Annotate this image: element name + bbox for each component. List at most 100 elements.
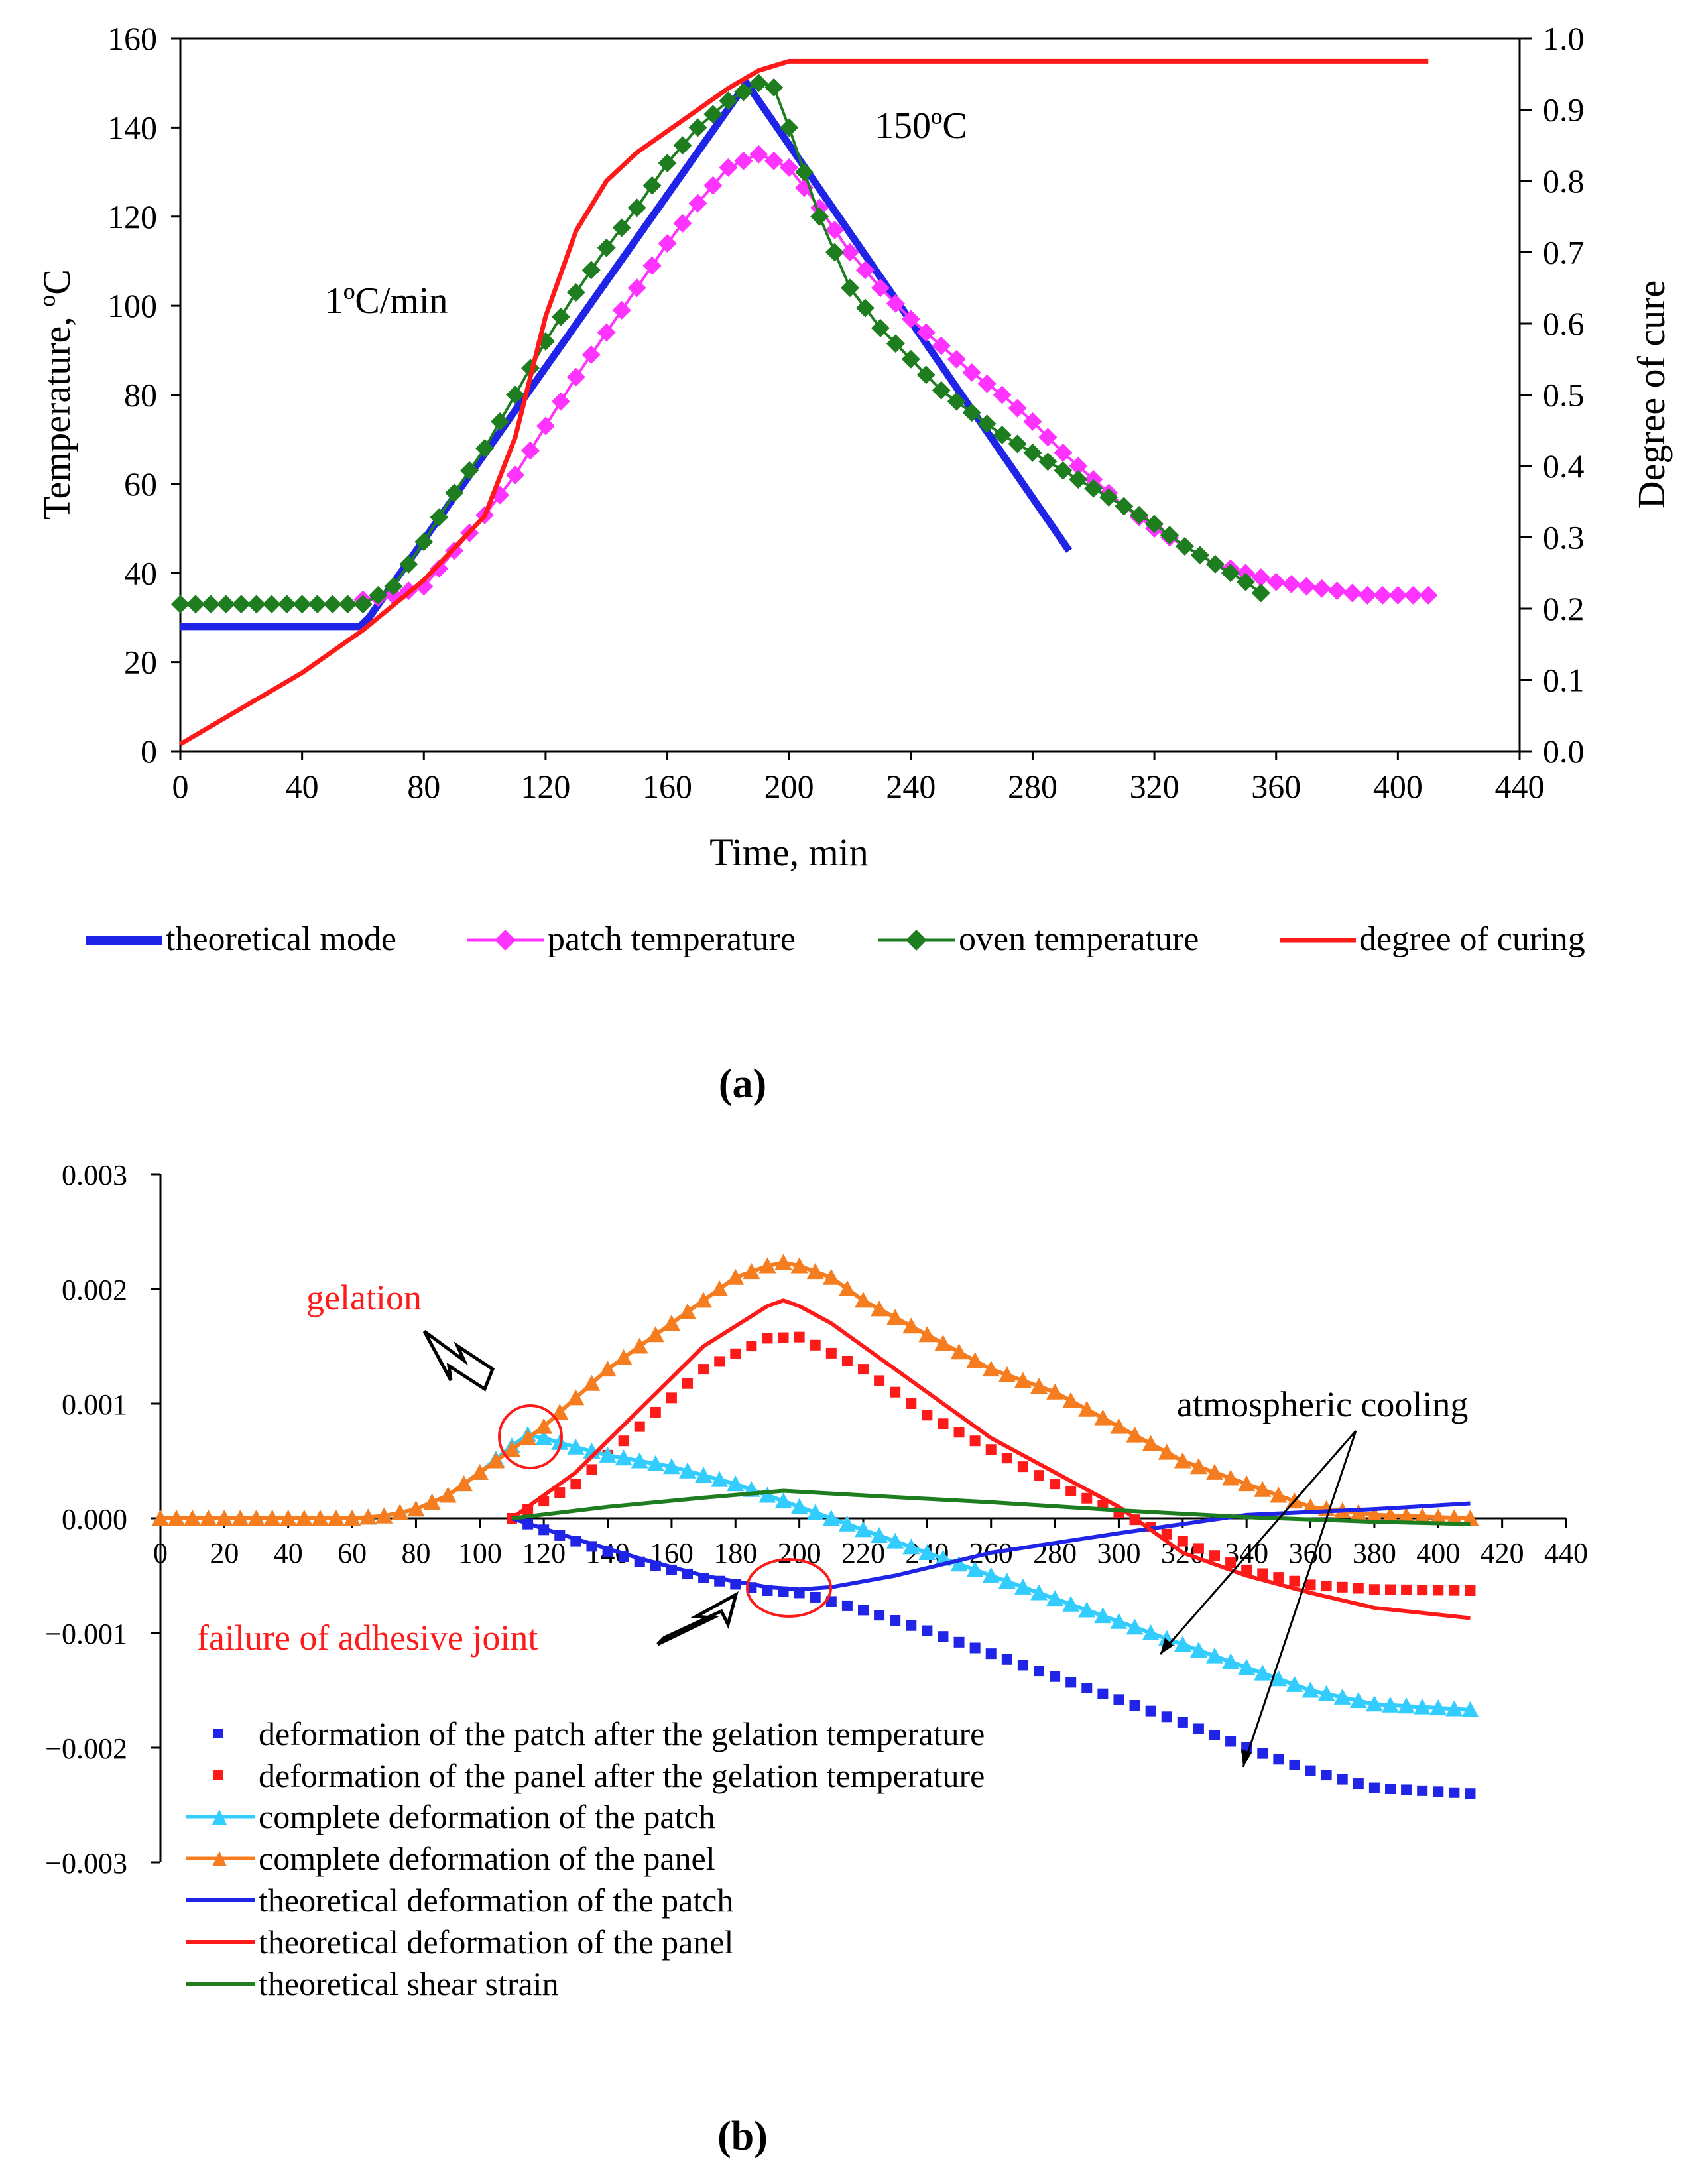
point-deformation-of-the-patch-after-the-gelation-temperature bbox=[1065, 1677, 1077, 1688]
point-deformation-of-the-patch-after-the-gelation-temperature bbox=[1257, 1748, 1268, 1759]
point-patch-temperature bbox=[612, 300, 631, 320]
cooling-pointer-2 bbox=[1242, 1430, 1357, 1768]
point-complete-deformation-of-the-patch bbox=[1078, 1601, 1096, 1618]
point-deformation-of-the-panel-after-the-gelation-temperature bbox=[1337, 1581, 1348, 1593]
point-deformation-of-the-panel-after-the-gelation-temperature bbox=[1385, 1584, 1396, 1595]
point-complete-deformation-of-the-panel bbox=[423, 1493, 441, 1510]
point-deformation-of-the-patch-after-the-gelation-temperature bbox=[1113, 1694, 1124, 1705]
point-deformation-of-the-patch-after-the-gelation-temperature bbox=[1050, 1671, 1061, 1682]
chart-b-legend: deformation of the patch after the gelat… bbox=[186, 1715, 985, 2002]
series-oven-temperature bbox=[180, 82, 1265, 606]
chart-b-series bbox=[152, 1254, 1479, 1799]
point-deformation-of-the-patch-after-the-gelation-temperature bbox=[1289, 1759, 1300, 1770]
point-deformation-of-the-patch-after-the-gelation-temperature bbox=[922, 1625, 933, 1636]
chart-b-annotation-atmospheric-cooling: atmospheric cooling bbox=[1177, 1384, 1468, 1424]
point-patch-temperature bbox=[825, 220, 845, 239]
point-complete-deformation-of-the-panel bbox=[1142, 1435, 1160, 1451]
point-deformation-of-the-panel-after-the-gelation-temperature bbox=[969, 1435, 981, 1447]
point-oven-temperature bbox=[369, 585, 388, 605]
series-theoretical-deformation-of-the-panel bbox=[511, 1298, 1471, 1620]
point-patch-temperature bbox=[749, 145, 768, 164]
point-complete-deformation-of-the-panel bbox=[1398, 1507, 1416, 1524]
point-patch-temperature bbox=[1008, 398, 1027, 418]
point-complete-deformation-of-the-panel bbox=[567, 1389, 585, 1406]
b-ytick-label: −0.002 bbox=[45, 1732, 127, 1765]
point-oven-temperature bbox=[1023, 443, 1042, 462]
point-complete-deformation-of-the-panel bbox=[1030, 1378, 1048, 1394]
b-xtick-label: 300 bbox=[1097, 1537, 1140, 1569]
point-complete-deformation-of-the-panel bbox=[1222, 1469, 1240, 1486]
point-complete-deformation-of-the-panel bbox=[871, 1300, 888, 1317]
point-patch-temperature bbox=[1327, 581, 1347, 601]
point-complete-deformation-of-the-panel bbox=[966, 1352, 984, 1368]
point-deformation-of-the-patch-after-the-gelation-temperature bbox=[953, 1636, 965, 1648]
point-complete-deformation-of-the-patch bbox=[1126, 1618, 1144, 1635]
point-deformation-of-the-panel-after-the-gelation-temperature bbox=[1417, 1585, 1428, 1596]
point-complete-deformation-of-the-panel bbox=[918, 1326, 936, 1343]
point-complete-deformation-of-the-panel bbox=[487, 1452, 505, 1469]
point-oven-temperature bbox=[277, 595, 296, 614]
chart-a-y-ticks: 0 20 40 60 80 100 120 140 160 bbox=[107, 20, 180, 770]
point-deformation-of-the-patch-after-the-gelation-temperature bbox=[906, 1620, 917, 1631]
point-complete-deformation-of-the-panel bbox=[1270, 1486, 1288, 1503]
point-complete-deformation-of-the-patch bbox=[1445, 1700, 1463, 1717]
a-ytick-label: 20 bbox=[124, 644, 157, 681]
point-complete-deformation-of-the-panel bbox=[279, 1510, 297, 1526]
legend-degree-of-curing-label: degree of curing bbox=[1359, 920, 1585, 958]
point-complete-deformation-of-the-panel bbox=[743, 1263, 760, 1280]
point-complete-deformation-of-the-patch bbox=[1333, 1688, 1351, 1705]
point-oven-temperature bbox=[871, 318, 890, 337]
point-deformation-of-the-panel-after-the-gelation-temperature bbox=[938, 1418, 949, 1429]
point-oven-temperature bbox=[688, 118, 707, 137]
point-oven-temperature bbox=[1221, 564, 1240, 583]
point-oven-temperature bbox=[825, 243, 845, 262]
point-patch-temperature bbox=[1069, 457, 1088, 475]
point-patch-temperature bbox=[506, 465, 524, 485]
point-complete-deformation-of-the-panel bbox=[1206, 1463, 1223, 1480]
point-complete-deformation-of-the-panel bbox=[263, 1510, 281, 1526]
point-deformation-of-the-panel-after-the-gelation-temperature bbox=[906, 1398, 917, 1409]
point-deformation-of-the-patch-after-the-gelation-temperature bbox=[858, 1605, 869, 1616]
point-oven-temperature bbox=[916, 365, 936, 385]
point-oven-temperature bbox=[1251, 583, 1270, 603]
point-oven-temperature bbox=[993, 425, 1012, 444]
point-complete-deformation-of-the-patch bbox=[855, 1521, 872, 1538]
cooling-pointer-1 bbox=[1159, 1430, 1357, 1655]
point-complete-deformation-of-the-patch bbox=[950, 1555, 968, 1572]
a-y2tick-label: 0.8 bbox=[1543, 162, 1585, 200]
point-oven-temperature bbox=[292, 595, 312, 614]
point-complete-deformation-of-the-panel bbox=[982, 1361, 1000, 1377]
point-complete-deformation-of-the-panel bbox=[599, 1361, 617, 1377]
point-deformation-of-the-patch-after-the-gelation-temperature bbox=[1417, 1785, 1428, 1796]
point-patch-temperature bbox=[430, 559, 449, 578]
point-deformation-of-the-patch-after-the-gelation-temperature bbox=[874, 1610, 885, 1621]
failure-circle bbox=[746, 1558, 832, 1618]
b-ytick-label: 0.003 bbox=[62, 1159, 127, 1191]
point-oven-temperature bbox=[414, 532, 434, 552]
point-oven-temperature bbox=[962, 403, 981, 422]
point-complete-deformation-of-the-patch bbox=[1254, 1664, 1272, 1681]
point-oven-temperature bbox=[932, 381, 951, 400]
point-complete-deformation-of-the-patch bbox=[902, 1538, 920, 1555]
point-deformation-of-the-patch-after-the-gelation-temperature bbox=[969, 1642, 981, 1654]
point-complete-deformation-of-the-patch bbox=[1286, 1675, 1303, 1692]
point-complete-deformation-of-the-patch bbox=[679, 1462, 696, 1479]
chart-b-y-ticks: −0.003 −0.002 −0.001 0.000 0.001 0.002 0.003 bbox=[45, 1159, 160, 1880]
b-xtick-label: 380 bbox=[1353, 1537, 1396, 1569]
point-deformation-of-the-panel-after-the-gelation-temperature bbox=[666, 1392, 677, 1404]
point-complete-deformation-of-the-panel bbox=[679, 1303, 696, 1319]
point-deformation-of-the-patch-after-the-gelation-temperature bbox=[1353, 1778, 1364, 1790]
point-complete-deformation-of-the-patch bbox=[567, 1438, 585, 1455]
point-patch-temperature bbox=[932, 336, 951, 355]
a-xtick-label: 320 bbox=[1130, 768, 1180, 805]
point-oven-temperature bbox=[1099, 488, 1119, 507]
b-xtick-label: 120 bbox=[522, 1537, 566, 1569]
point-complete-deformation-of-the-patch bbox=[1189, 1641, 1207, 1658]
b-ytick-label: 0.001 bbox=[62, 1388, 127, 1421]
point-complete-deformation-of-the-panel bbox=[375, 1507, 393, 1524]
panel-a-label: (a) bbox=[719, 1062, 766, 1107]
point-deformation-of-the-panel-after-the-gelation-temperature bbox=[682, 1378, 693, 1389]
point-complete-deformation-of-the-patch bbox=[1461, 1701, 1479, 1717]
point-deformation-of-the-panel-after-the-gelation-temperature bbox=[1401, 1584, 1412, 1595]
legend-oven-temperature-marker bbox=[906, 930, 927, 951]
